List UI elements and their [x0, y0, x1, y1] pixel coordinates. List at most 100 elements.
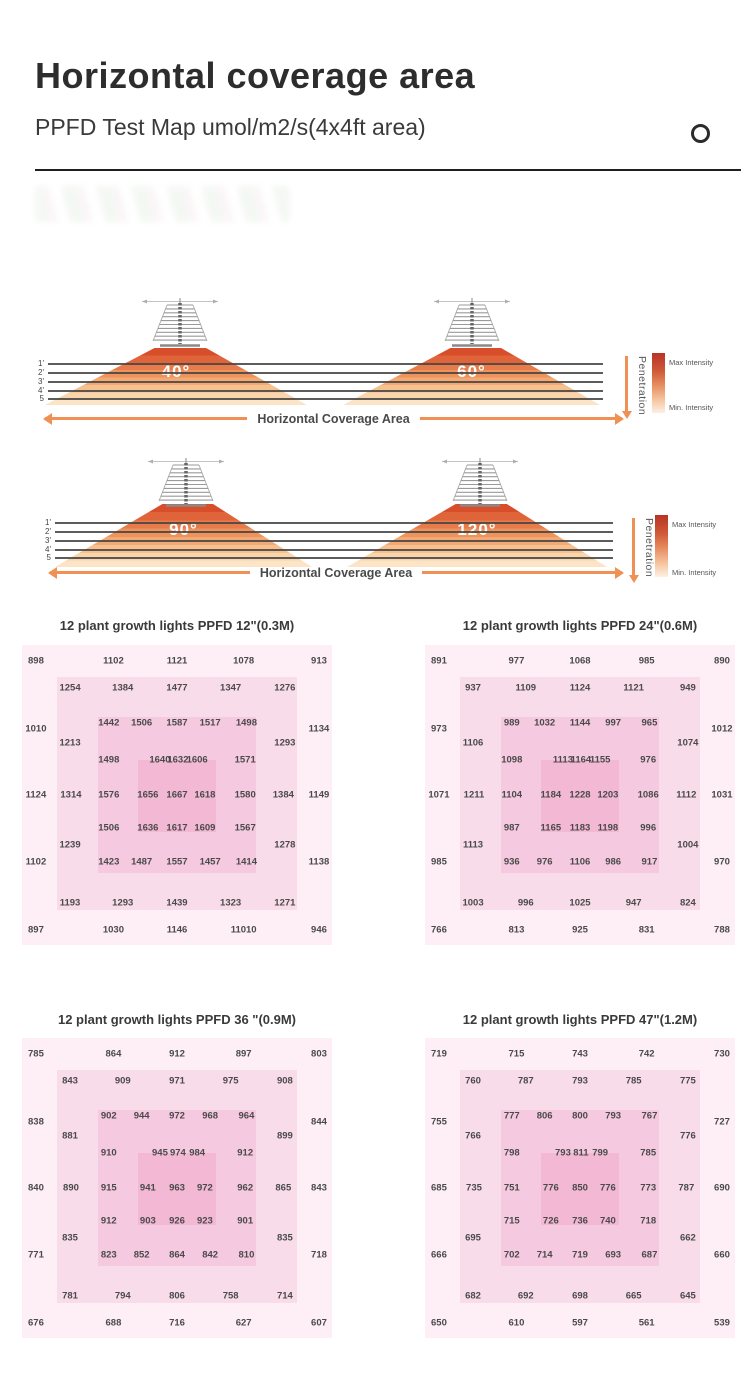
penetration-label: Penetration	[643, 518, 655, 578]
ppfd-value: 695	[465, 1232, 481, 1244]
ppfd-value: 1078	[233, 655, 255, 667]
ppfd-value: 743	[572, 1048, 588, 1060]
depth-label: 5	[39, 394, 44, 403]
intensity-gradient-bar	[652, 353, 665, 413]
page-title: Horizontal coverage area	[35, 55, 476, 96]
ppfd-value: 1193	[59, 897, 81, 909]
ppfd-value: 1347	[220, 682, 242, 694]
depth-label: 3'	[45, 536, 51, 545]
ppfd-value: 751	[503, 1182, 520, 1194]
ppfd-value: 1086	[637, 789, 659, 801]
ppfd-value: 1384	[112, 682, 134, 694]
ppfd-value: 718	[640, 1215, 657, 1227]
ppfd-value: 972	[196, 1182, 213, 1194]
ppfd-value: 1138	[308, 856, 330, 868]
ppfd-value: 901	[237, 1215, 254, 1227]
ppfd-value: 1423	[98, 856, 120, 868]
ppfd-value: 899	[276, 1130, 293, 1142]
ppfd-value: 692	[517, 1290, 534, 1302]
ppfd-value: 645	[679, 1290, 696, 1302]
divider	[35, 169, 741, 171]
ppfd-value: 937	[465, 682, 481, 694]
ppfd-value: 986	[605, 856, 622, 868]
ppfd-value: 758	[222, 1290, 239, 1302]
ppfd-value: 946	[311, 924, 327, 936]
ppfd-value: 835	[276, 1232, 293, 1244]
ppfd-value: 1106	[462, 737, 484, 749]
ppfd-value: 1587	[166, 717, 188, 729]
ppfd-value: 787	[517, 1075, 534, 1087]
ppfd-value: 1617	[166, 822, 188, 834]
ppfd-value: 923	[196, 1215, 213, 1227]
ppfd-value: 693	[605, 1249, 622, 1261]
ppfd-value: 890	[63, 1182, 79, 1194]
ppfd-value: 912	[100, 1215, 117, 1227]
ppfd-value: 742	[638, 1048, 655, 1060]
ppfd-value: 1104	[501, 789, 523, 801]
ppfd-value: 735	[466, 1182, 482, 1194]
arrow-left-segment	[48, 566, 250, 579]
ppfd-value: 676	[28, 1317, 44, 1329]
ppfd-value: 891	[431, 655, 447, 667]
ppfd-value: 1109	[515, 682, 537, 694]
depth-line	[48, 363, 603, 365]
ppfd-value: 788	[714, 924, 730, 936]
depth-line	[55, 557, 613, 559]
ppfd-value: 1632	[167, 754, 189, 766]
ppfd-value: 690	[714, 1182, 730, 1194]
intensity-gradient-bar	[655, 515, 668, 577]
ppfd-value: 1203	[597, 789, 619, 801]
arrow-right-segment	[419, 412, 625, 425]
ppfd-value: 945	[152, 1147, 168, 1159]
ppfd-value: 824	[679, 897, 696, 909]
penetration-down-arrow	[621, 356, 632, 419]
ppfd-value: 843	[62, 1075, 78, 1087]
ppfd-value: 985	[431, 856, 447, 868]
min-intensity-label: Min. Intensity	[672, 568, 717, 577]
ppfd-value: 840	[28, 1182, 44, 1194]
beam-angle-label: 40°	[162, 362, 191, 382]
ppfd-value: 936	[503, 856, 520, 868]
depth-line	[48, 390, 603, 392]
ppfd-value: 736	[572, 1215, 588, 1227]
ppfd-value: 607	[311, 1317, 327, 1329]
depth-label: 1'	[38, 359, 44, 368]
ppfd-value: 781	[62, 1290, 78, 1302]
ppfd-value: 963	[169, 1182, 185, 1194]
ppfd-value: 1271	[274, 897, 296, 909]
ppfd-value: 881	[62, 1130, 78, 1142]
ppfd-value: 1102	[103, 655, 124, 667]
heat-ring-3	[137, 759, 217, 832]
ppfd-value: 793	[555, 1147, 571, 1159]
ppfd-value: 1213	[59, 737, 81, 749]
ppfd-value: 1134	[308, 723, 330, 735]
ppfd-value: 1149	[308, 789, 330, 801]
ppfd-value: 976	[640, 754, 657, 766]
ppfd-value: 665	[625, 1290, 642, 1302]
ppfd-value: 771	[28, 1249, 44, 1261]
ppfd-value: 989	[503, 717, 520, 729]
ppfd-value: 912	[169, 1048, 185, 1060]
ppfd-value: 1102	[25, 856, 47, 868]
ppfd-value: 835	[62, 1232, 78, 1244]
grow-light-fixture-icon	[438, 458, 522, 513]
ppfd-value: 1506	[98, 822, 120, 834]
ppfd-value: 1121	[166, 655, 188, 667]
ppfd-value: 766	[465, 1130, 481, 1142]
coverage-label: Horizontal Coverage Area	[257, 411, 410, 426]
depth-label: 3'	[38, 377, 44, 386]
depth-label: 4'	[38, 386, 44, 395]
ppfd-value: 1517	[199, 717, 221, 729]
ppfd-value: 962	[237, 1182, 254, 1194]
ppfd-value: 838	[28, 1116, 44, 1128]
ppfd-value: 1165	[540, 822, 562, 834]
ppfd-value: 1567	[234, 822, 256, 834]
max-intensity-label: Max Intensity	[669, 358, 714, 367]
ppfd-value: 915	[100, 1182, 117, 1194]
ppfd-value: 810	[238, 1249, 255, 1261]
depth-line	[55, 522, 613, 524]
ppfd-value: 831	[638, 924, 655, 936]
ppfd-value: 1144	[569, 717, 591, 729]
coverage-label: Horizontal Coverage Area	[259, 565, 413, 580]
ppfd-value: 539	[714, 1317, 730, 1329]
